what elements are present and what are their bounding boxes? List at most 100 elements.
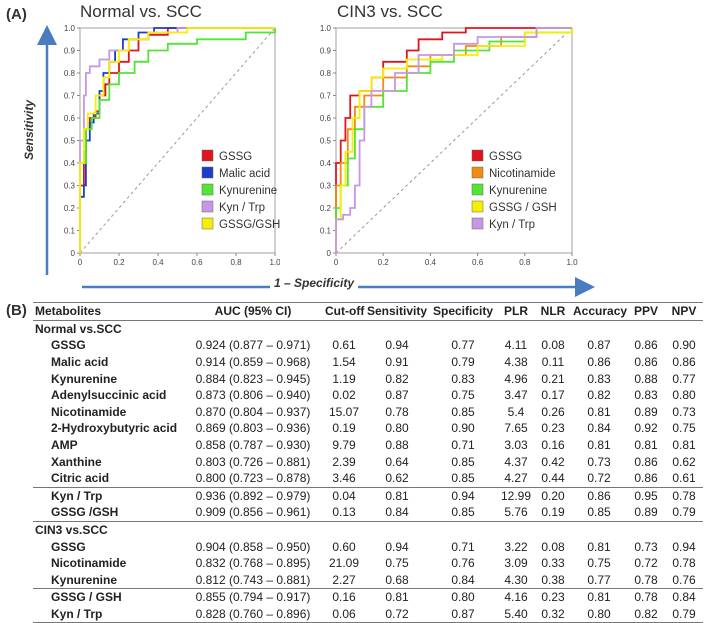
- table-cell: 12.99: [497, 486, 535, 505]
- diagonal-reference-line: [79, 27, 276, 254]
- table-cell: 0.83: [634, 388, 658, 403]
- table-cell: 0.86: [672, 355, 696, 370]
- legend-label: Malic acid: [219, 168, 270, 180]
- metabolite-name: Kynurenine: [51, 371, 118, 386]
- table-cell: 0.81: [634, 438, 658, 453]
- y-tick-label: 0.2: [64, 204, 76, 213]
- x-tick-label: 0.6: [472, 258, 484, 267]
- x-tick-label: 0.2: [113, 258, 125, 267]
- table-cell: 0.23: [535, 588, 571, 606]
- table-cell: 1.19: [332, 371, 356, 386]
- table-cell: 0.76: [672, 572, 696, 587]
- table-cell: 5.76: [504, 505, 528, 520]
- table-cell: 3.22: [504, 539, 528, 554]
- table-cell: 5.40: [497, 605, 535, 623]
- table-cell: 0.80: [429, 588, 497, 606]
- table-cell: 0.86: [634, 454, 658, 469]
- table-cell: 0.84: [587, 421, 611, 436]
- table-row: Adenylsuccinic acid 0.873 (0.806 – 0.940)…: [33, 387, 703, 404]
- table-cell: 0.08: [541, 539, 565, 554]
- table-cell: 0.75: [385, 556, 409, 571]
- table-cell: 0.904 (0.858 – 0.950): [195, 539, 311, 554]
- table-row: Kynurenine 0.884 (0.823 – 0.945) 1.19 0.82 0…: [33, 370, 703, 387]
- table-cell: 0.85: [451, 505, 475, 520]
- table-cell: 0.81: [587, 438, 611, 453]
- table-cell: 0.78: [665, 486, 703, 505]
- x-tick-label: 0.8: [519, 258, 531, 267]
- table-row: GSSG /GSH 0.909 (0.856 – 0.961) 0.13 0.84 0.…: [33, 504, 703, 521]
- table-cell: 2.39: [332, 454, 356, 469]
- table-cell: 0.16: [323, 588, 365, 606]
- table-cell: 4.27: [504, 471, 528, 486]
- table-row: Citric acid 0.800 (0.723 – 0.878) 3.46 0.62…: [33, 470, 703, 487]
- table-cell: 0.78: [672, 556, 696, 571]
- x-tick-label: 1.0: [566, 258, 578, 267]
- table-cell: 0.884 (0.823 – 0.945): [195, 371, 311, 386]
- table-cell: 0.87: [429, 605, 497, 623]
- group-label: Normal vs.SCC: [35, 321, 122, 336]
- table-cell: 0.870 (0.804 – 0.937): [195, 404, 311, 419]
- x-tick-label: 1.0: [269, 258, 280, 267]
- table-cell: 0.77: [587, 572, 611, 587]
- roc-chart-cin3-vs-scc: 0 0.1 0.2 0.3 0.4 0.5 0.6 0.7 0.8 0.9 1.0 0 0.2 0.4 0.…: [320, 24, 578, 267]
- table-cell: 0.75: [451, 388, 475, 403]
- table-cell: 0.73: [672, 404, 696, 419]
- legend-label: Kynurenine: [219, 185, 277, 197]
- table-cell: 0.71: [451, 539, 475, 554]
- table-cell: 0.86: [634, 471, 658, 486]
- table-cell: 9.79: [332, 438, 356, 453]
- table-cell: 0.62: [672, 454, 696, 469]
- group-row: CIN3 vs.SCC: [33, 520, 703, 539]
- y-tick-label: 0.8: [64, 69, 76, 78]
- metabolite-name: GSSG: [51, 539, 86, 554]
- table-cell: 0.85: [451, 404, 475, 419]
- group-label: CIN3 vs.SCC: [33, 520, 703, 539]
- x-tick-label: 0.6: [191, 258, 203, 267]
- table-cell: 0.84: [451, 572, 475, 587]
- table-cell: 0.16: [541, 438, 565, 453]
- y-tick-label: 0: [71, 249, 76, 258]
- y-axis-label: Sensitivity: [22, 99, 36, 160]
- metabolite-name: GSSG /GSH: [51, 505, 119, 520]
- table-cell: 0.82: [587, 388, 611, 403]
- table-cell: 0.81: [587, 539, 611, 554]
- x-tick-label: 0: [78, 258, 83, 267]
- table-cell: 0.77: [451, 338, 475, 353]
- metabolite-name: Nicotinamide: [51, 404, 127, 419]
- table-cell: 0.81: [365, 486, 429, 505]
- table-row: Nicotinamide 0.870 (0.804 – 0.937) 15.07 0.…: [33, 404, 703, 421]
- table-cell: 0.64: [385, 454, 409, 469]
- table-row: GSSG / GSH 0.855 (0.794 – 0.917) 0.16 0.81 0…: [33, 588, 703, 606]
- table-cell: 0.936 (0.892 – 0.979): [183, 486, 323, 505]
- diagonal-reference-line: [335, 27, 573, 254]
- y-tick-label: 0.1: [64, 227, 76, 236]
- table-cell: 0.79: [672, 505, 696, 520]
- series-line-gssg-gsh: [335, 28, 573, 253]
- table-cell: 0.832 (0.768 – 0.895): [195, 556, 311, 571]
- table-cell: 0.94: [385, 539, 409, 554]
- table-cell: 3.46: [332, 471, 356, 486]
- table-cell: 15.07: [328, 404, 360, 419]
- series-line-gssg-gsh: [79, 27, 275, 253]
- table-row: Kyn / Trp 0.936 (0.892 – 0.979) 0.04 0.81 0.…: [33, 486, 703, 505]
- table-cell: 0.88: [634, 371, 658, 386]
- column-header: Sensitivity: [365, 302, 429, 321]
- table-cell: 0.94: [429, 486, 497, 505]
- table-cell: 0.21: [541, 371, 565, 386]
- metabolite-name: GSSG: [51, 338, 86, 353]
- table-cell: 0.803 (0.726 – 0.881): [195, 454, 311, 469]
- y-tick-label: 0.7: [320, 92, 332, 101]
- y-tick-label: 0: [327, 249, 332, 258]
- legend-swatch: [201, 200, 214, 213]
- group-row: Normal vs.SCC: [33, 320, 703, 337]
- table-row: AMP 0.858 (0.787 – 0.930) 9.79 0.88 0.71 3.03…: [33, 437, 703, 454]
- column-header: Metabolites: [33, 302, 183, 321]
- table-cell: 0.86: [634, 355, 658, 370]
- legend-swatch: [201, 149, 214, 162]
- metabolite-name: Xanthine: [51, 454, 102, 469]
- table-cell: 0.72: [634, 556, 658, 571]
- metabolite-name: Kyn / Trp: [33, 486, 183, 505]
- legend-label: GSSG / GSH: [489, 202, 557, 214]
- table-header-row: Metabolites AUC (95% CI) Cut-off Sensitivit…: [33, 302, 703, 321]
- metabolite-name: Adenylsuccinic acid: [51, 388, 167, 403]
